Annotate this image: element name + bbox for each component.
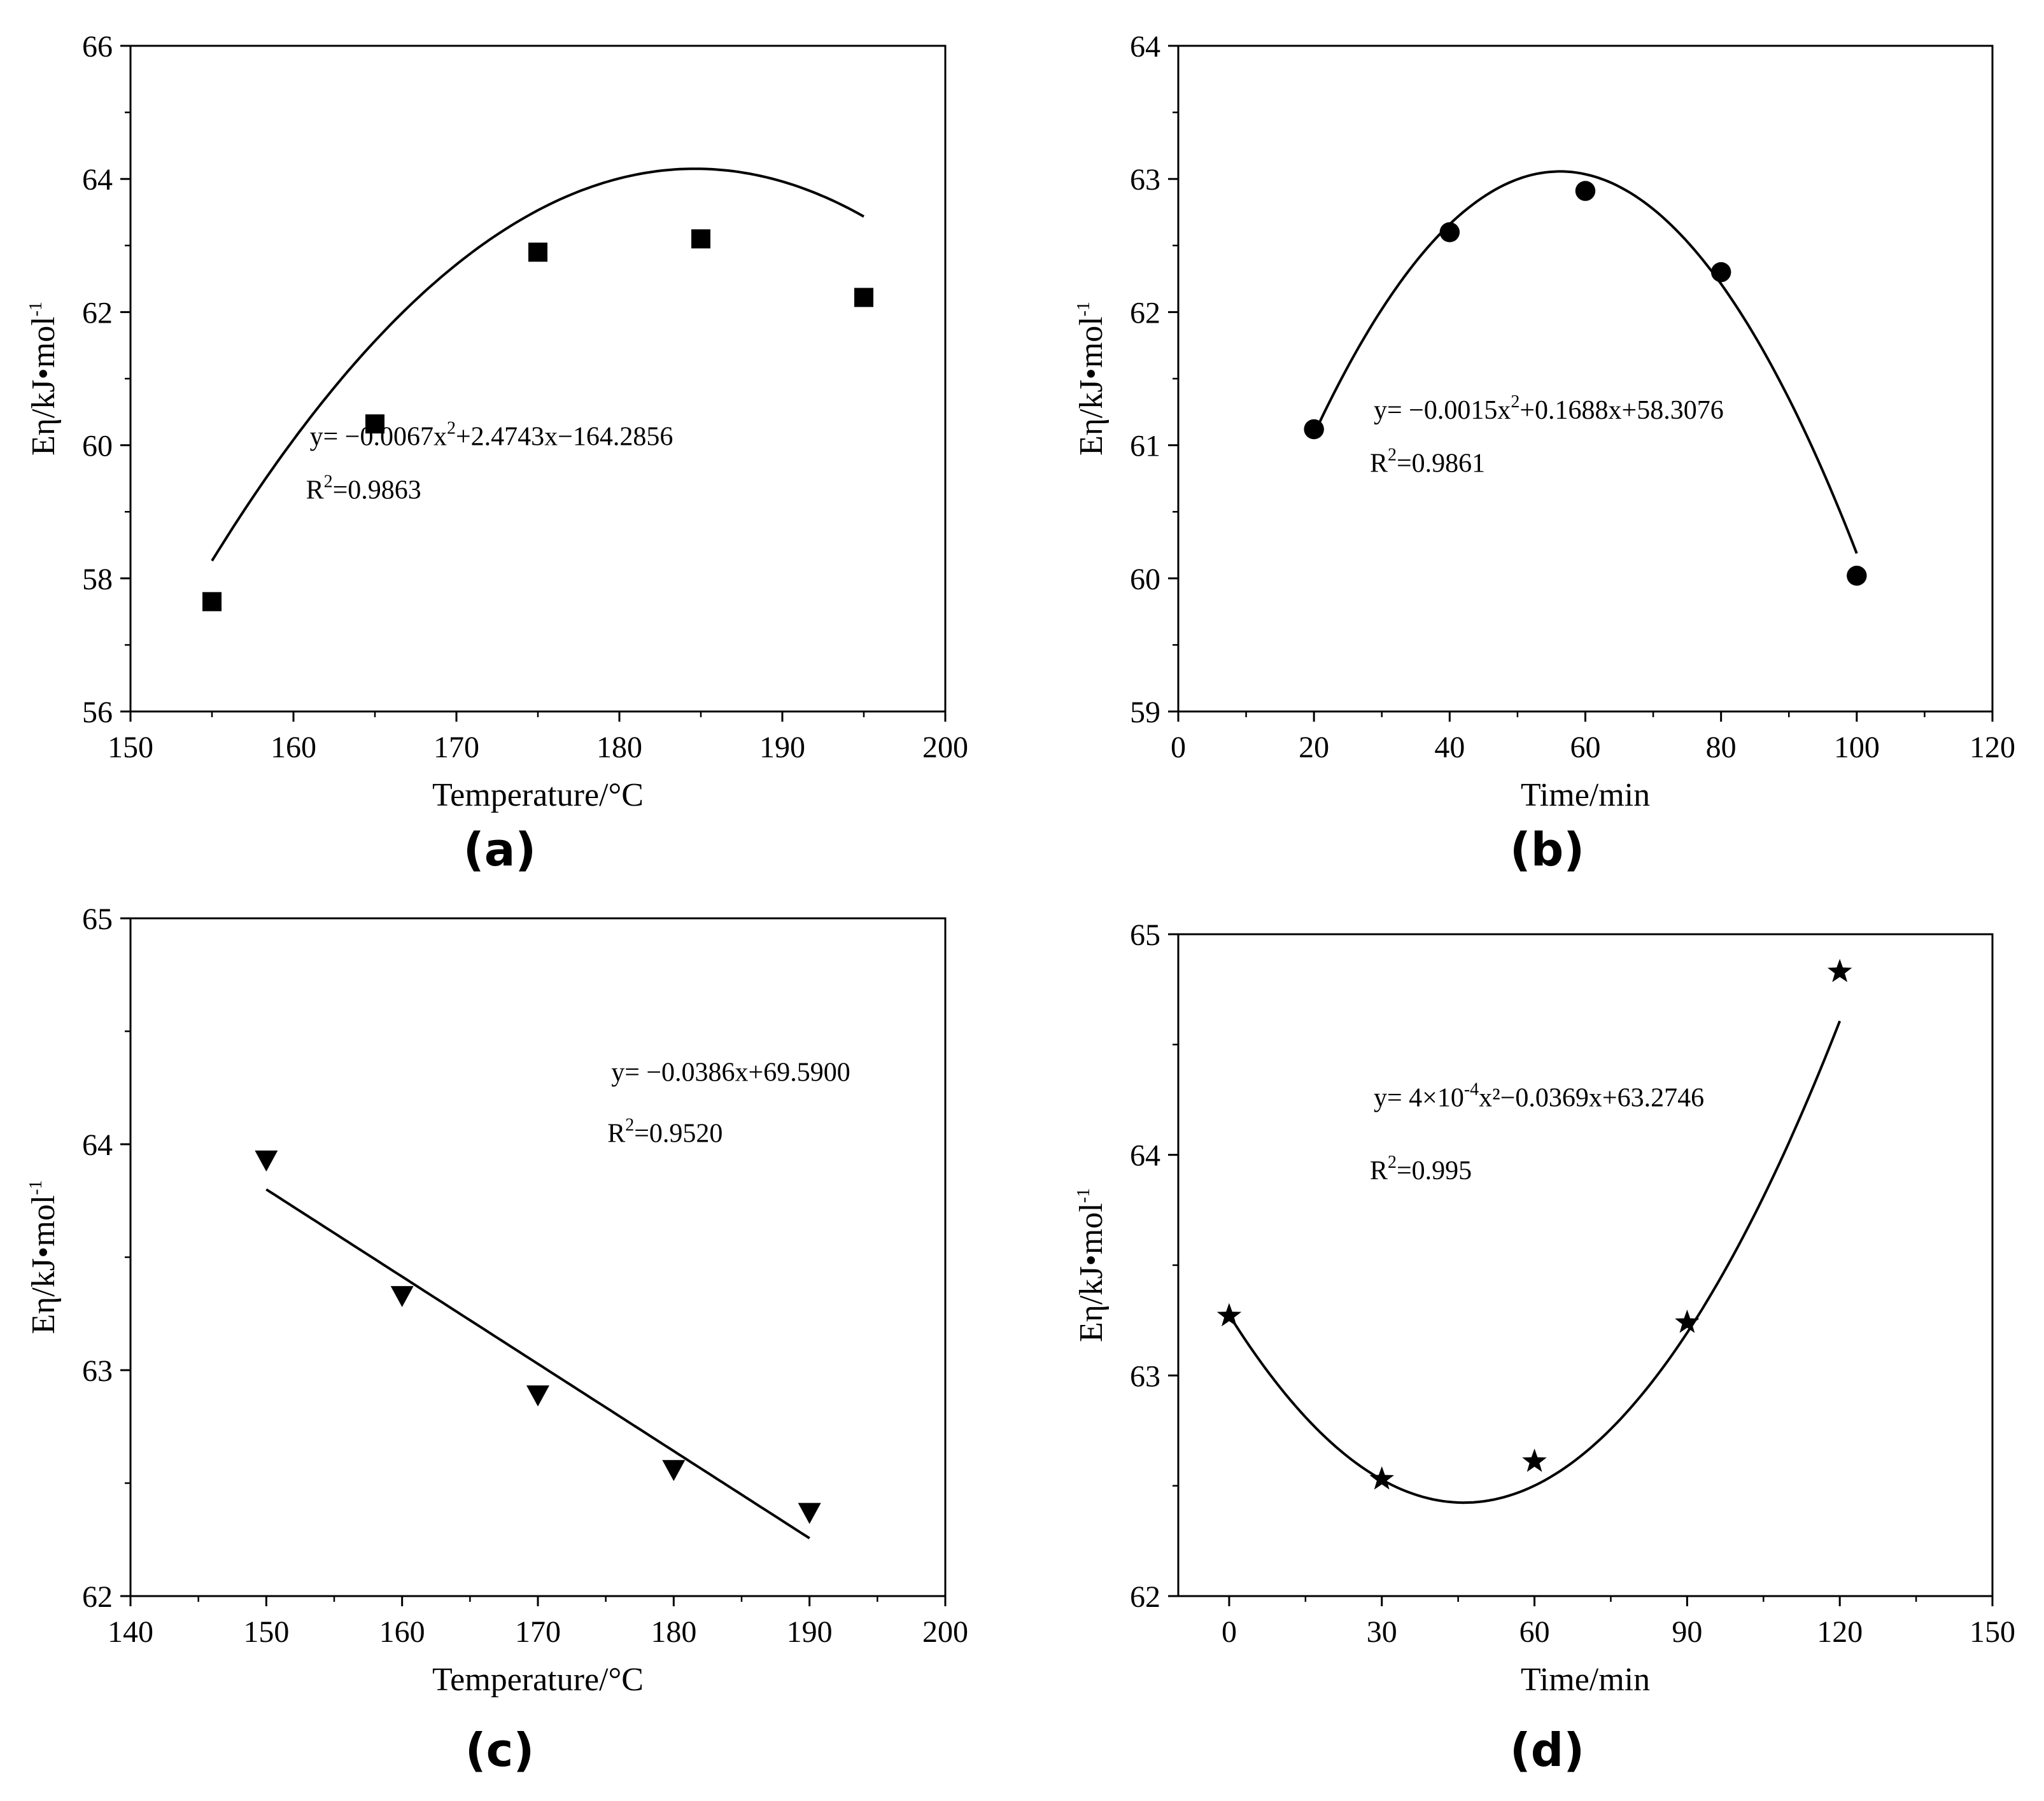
fit-curve [211, 167, 864, 562]
x-tick-label: 90 [1672, 1615, 1702, 1649]
plot-frame [1177, 933, 1994, 1597]
x-tick-label: 40 [1434, 731, 1465, 764]
y-axis-title: Eη/kJ•mol-1 [25, 302, 62, 456]
y-tick-label: 65 [1130, 918, 1160, 952]
x-tick-label: 200 [922, 1615, 968, 1649]
data-point [1304, 419, 1324, 440]
chart-panel-a: 150 160 170 180 190 200 56 58 60 62 64 66 Temperatur… [25, 30, 968, 876]
y-tick-label: 58 [82, 563, 113, 596]
y-tick-label: 62 [1130, 296, 1160, 330]
fit-curve [1313, 170, 1858, 554]
x-tick-label: 100 [1834, 731, 1880, 764]
x-tick-label: 200 [922, 731, 968, 764]
chart-panel-d: 0 30 60 90 120 150 62 63 64 65 Time/min Eη/kJ•mol-1… [1073, 918, 2015, 1777]
y-axis-title: Eη/kJ•mol-1 [1073, 302, 1110, 456]
r-squared: R2=0.9863 [306, 472, 421, 505]
r-squared: R2=0.9861 [1370, 445, 1485, 478]
r-squared: R2=0.9520 [607, 1115, 722, 1148]
y-tick-label: 66 [82, 30, 113, 64]
x-tick-label: 150 [108, 731, 153, 764]
x-axis-title: Time/min [1521, 777, 1650, 813]
data-point [1847, 565, 1867, 586]
data-point [1710, 262, 1731, 283]
chart-panel-b: 0 20 40 60 80 100 120 59 60 61 62 63 64 Time/min Eη/kJ… [1073, 30, 2015, 876]
data-point [1827, 958, 1852, 983]
data-point [854, 288, 873, 307]
data-point [528, 242, 547, 262]
data-point [662, 1460, 686, 1482]
x-axis-title: Temperature/°C [432, 1662, 644, 1698]
fit-curve [265, 1188, 810, 1539]
y-tick-label: 63 [82, 1354, 113, 1388]
y-tick-label: 60 [1130, 563, 1160, 596]
y-tick-label: 63 [1130, 163, 1160, 197]
y-tick-label: 56 [82, 696, 113, 729]
data-point [1522, 1448, 1547, 1472]
data-point [798, 1503, 821, 1524]
x-tick-label: 140 [108, 1615, 153, 1649]
y-axis-title: Eη/kJ•mol-1 [25, 1180, 62, 1334]
x-tick-label: 20 [1299, 731, 1329, 764]
y-tick-label: 61 [1130, 430, 1160, 463]
x-tick-label: 190 [787, 1615, 833, 1649]
fit-equation: y= −0.0015x2+0.1688x+58.3076 [1374, 392, 1724, 425]
fit-curve [1228, 1020, 1842, 1504]
x-tick-label: 180 [651, 1615, 696, 1649]
panel-label: (b) [1510, 823, 1584, 876]
panel-label: (d) [1510, 1723, 1584, 1777]
x-tick-label: 120 [1817, 1615, 1863, 1649]
y-tick-label: 64 [82, 1128, 113, 1162]
x-tick-label: 60 [1519, 1615, 1550, 1649]
x-tick-label: 170 [433, 731, 479, 764]
data-point [691, 229, 710, 249]
y-axis-title: Eη/kJ•mol-1 [1073, 1188, 1110, 1342]
r-squared: R2=0.995 [1370, 1153, 1472, 1186]
x-tick-label: 150 [243, 1615, 289, 1649]
fit-equation: y= −0.0067x2+2.4743x−164.2856 [310, 419, 673, 452]
y-tick-label: 62 [82, 296, 113, 330]
x-tick-label: 120 [1970, 731, 2015, 764]
y-tick-label: 64 [82, 163, 113, 197]
x-tick-label: 150 [1970, 1615, 2015, 1649]
x-tick-label: 80 [1706, 731, 1737, 764]
x-tick-label: 60 [1570, 731, 1601, 764]
y-tick-label: 59 [1130, 696, 1160, 729]
plot-frame [129, 917, 947, 1597]
plot-frame [1177, 45, 1994, 713]
data-point [365, 414, 384, 434]
y-tick-label: 60 [82, 430, 113, 463]
chart-panel-c: 140 150 160 170 180 190 200 62 63 64 65 Temperature… [25, 902, 968, 1777]
x-tick-label: 0 [1171, 731, 1186, 764]
data-point [390, 1286, 414, 1307]
y-tick-label: 62 [82, 1580, 113, 1614]
x-tick-label: 0 [1222, 1615, 1237, 1649]
x-tick-label: 160 [271, 731, 316, 764]
data-point [1675, 1309, 1700, 1333]
data-point [255, 1150, 278, 1172]
data-point [526, 1385, 549, 1407]
x-tick-label: 180 [596, 731, 642, 764]
plot-frame [129, 45, 947, 713]
x-tick-label: 170 [515, 1615, 561, 1649]
data-point [1439, 222, 1460, 242]
y-tick-label: 65 [82, 902, 113, 936]
data-point [1575, 181, 1596, 201]
panel-label: (a) [463, 823, 536, 876]
y-tick-label: 64 [1130, 30, 1160, 64]
fit-equation: y= 4×10-4x²−0.0369x+63.2746 [1374, 1079, 1704, 1112]
x-axis-title: Time/min [1521, 1662, 1650, 1698]
y-tick-label: 64 [1130, 1139, 1160, 1173]
x-tick-label: 160 [379, 1615, 425, 1649]
fit-equation: y= −0.0386x+69.5900 [611, 1058, 850, 1088]
x-tick-label: 190 [759, 731, 805, 764]
panel-label: (c) [465, 1723, 535, 1777]
y-tick-label: 62 [1130, 1580, 1160, 1614]
data-point [202, 592, 222, 612]
y-tick-label: 63 [1130, 1359, 1160, 1393]
data-point [1216, 1303, 1242, 1327]
data-point [1369, 1466, 1394, 1490]
x-tick-label: 30 [1367, 1615, 1397, 1649]
x-axis-title: Temperature/°C [432, 777, 644, 813]
